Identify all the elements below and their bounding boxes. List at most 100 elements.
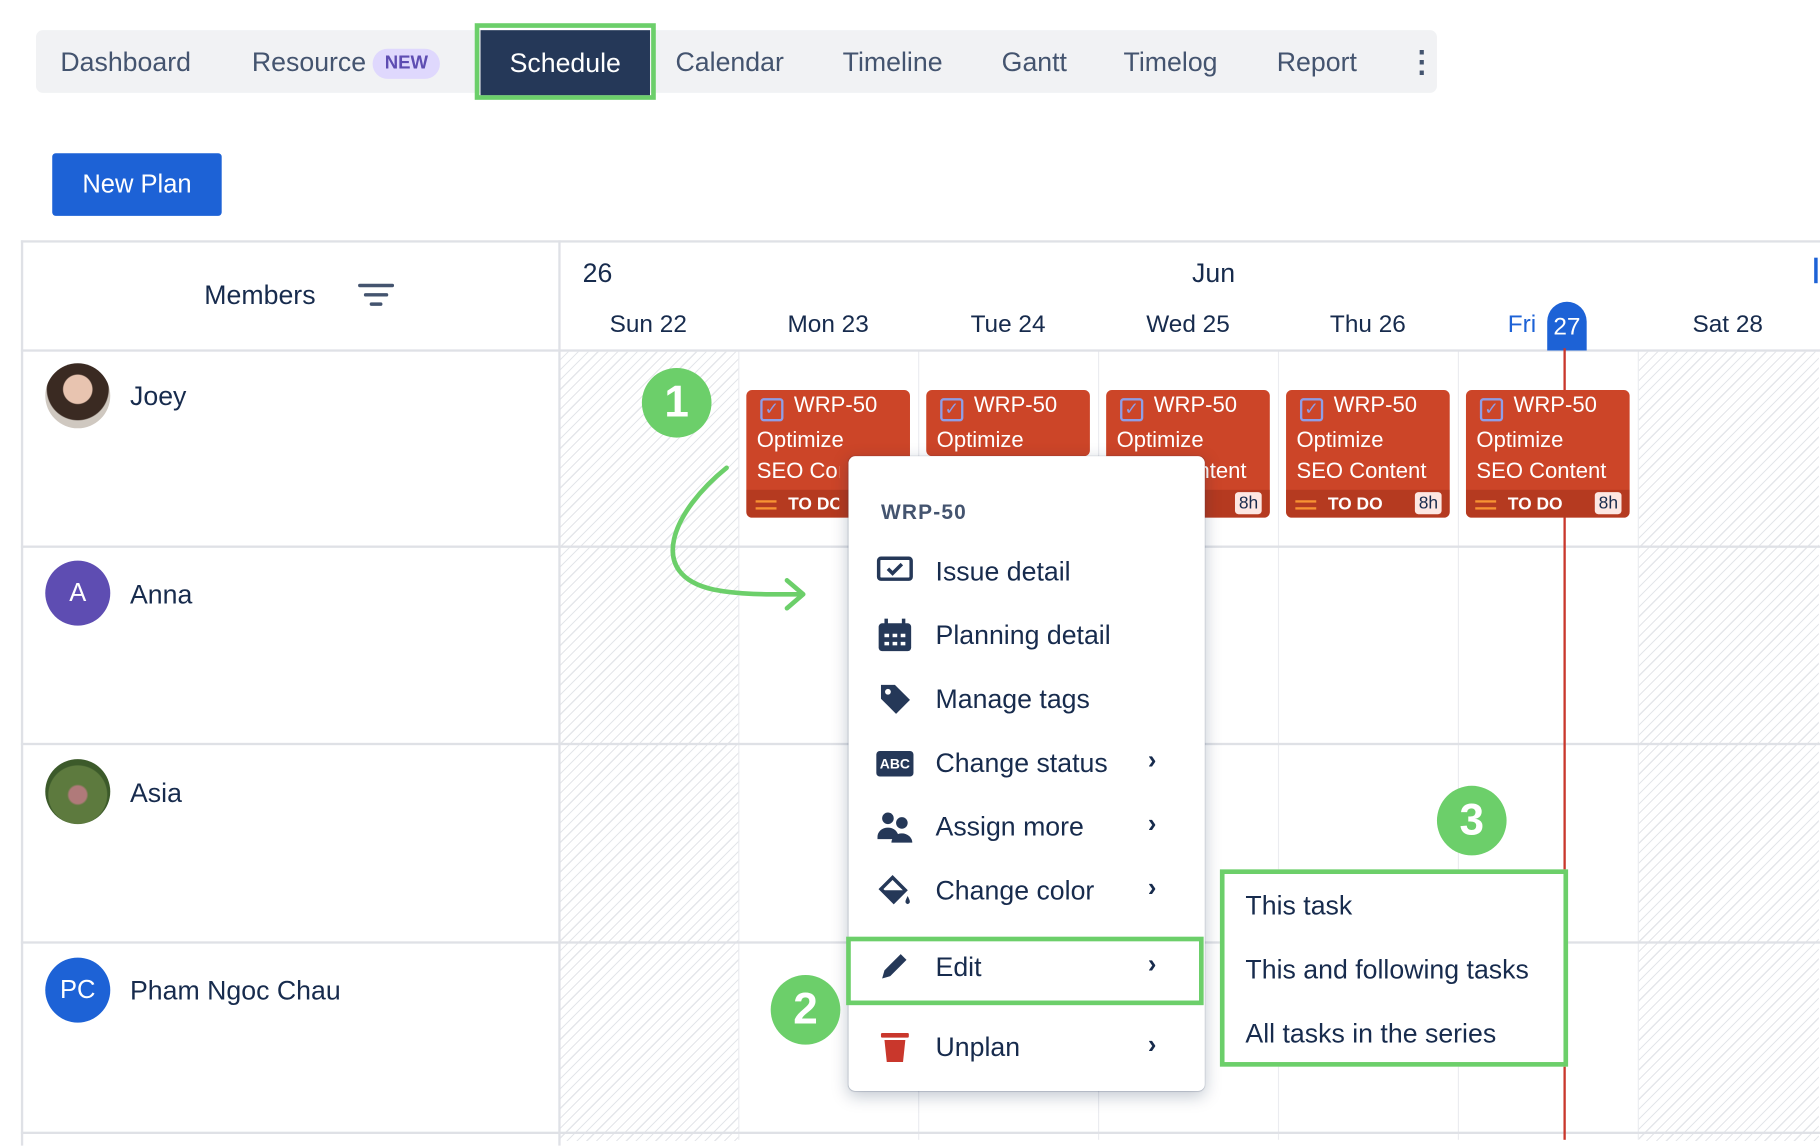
avatar-joey xyxy=(45,363,111,429)
avatar-asia xyxy=(45,759,111,825)
task-title: SEO Content xyxy=(1205,459,1247,485)
menu-item-unplan[interactable]: Unplan › xyxy=(848,1018,1204,1076)
menu-item-label: Planning detail xyxy=(935,619,1111,650)
chevron-right-icon: › xyxy=(1147,1029,1157,1059)
menu-item-manage-tags[interactable]: Manage tags xyxy=(848,670,1204,728)
row-divider xyxy=(20,349,1820,352)
menu-item-assign-more[interactable]: Assign more › xyxy=(848,797,1204,855)
menu-item-edit[interactable]: Edit › xyxy=(848,938,1204,996)
edit-submenu: This task This and following tasks All t… xyxy=(1219,869,1569,1067)
checkbox-icon: ✓ xyxy=(760,398,784,422)
task-title: SEO Content xyxy=(1296,459,1427,485)
chevron-right-icon: › xyxy=(1147,872,1157,902)
day-header: Mon 23 xyxy=(787,311,869,338)
new-plan-button[interactable]: New Plan xyxy=(52,153,222,216)
tab-dashboard[interactable]: Dashboard xyxy=(60,46,191,77)
today-line xyxy=(1563,348,1566,1140)
menu-item-change-color[interactable]: Change color › xyxy=(848,861,1204,919)
task-hours: 8h xyxy=(1415,492,1442,515)
people-icon xyxy=(876,809,913,844)
task-title: Optimize xyxy=(1116,428,1204,453)
menu-item-label: Edit xyxy=(935,951,982,982)
task-title: SEO Content xyxy=(756,459,839,485)
pencil-icon xyxy=(876,949,913,984)
tab-bar xyxy=(35,30,1437,93)
task-title: Optimize xyxy=(1476,428,1564,453)
tab-report[interactable]: Report xyxy=(1276,46,1357,77)
submenu-all-tasks[interactable]: All tasks in the series xyxy=(1245,1017,1497,1049)
step-2-marker: 2 xyxy=(770,974,841,1045)
avatar-pham: PC xyxy=(45,957,111,1023)
checkbox-icon: ✓ xyxy=(940,398,964,422)
context-menu: WRP-50 Issue detail Planning detail Mana… xyxy=(848,456,1205,1092)
submenu-this-task[interactable]: This task xyxy=(1245,890,1353,921)
priority-medium-icon xyxy=(1295,500,1317,510)
day-header: Tue 24 xyxy=(970,311,1046,338)
menu-item-label: Issue detail xyxy=(935,555,1071,587)
menu-item-label: Manage tags xyxy=(935,683,1090,714)
submenu-this-and-following[interactable]: This and following tasks xyxy=(1245,954,1529,985)
task-title-visible-part: SEO Content xyxy=(1205,460,1270,488)
tab-gantt[interactable]: Gantt xyxy=(1001,46,1067,77)
chevron-right-icon: › xyxy=(1147,949,1157,979)
member-name: Pham Ngoc Chau xyxy=(129,974,341,1006)
scroll-marker xyxy=(1814,257,1818,284)
task-hours: 8h xyxy=(1235,492,1262,515)
day-divider xyxy=(1277,350,1280,1140)
tab-timelog[interactable]: Timelog xyxy=(1123,46,1218,77)
chevron-right-icon: › xyxy=(1147,809,1157,839)
filter-icon[interactable] xyxy=(357,282,395,310)
tab-schedule[interactable]: Schedule xyxy=(480,30,650,96)
task-card[interactable]: ✓ WRP-50 Optimize xyxy=(926,389,1090,457)
menu-item-planning-detail[interactable]: Planning detail xyxy=(848,606,1204,664)
weekend-column-sat xyxy=(1638,351,1819,1141)
day-divider xyxy=(738,350,740,1140)
day-divider xyxy=(1457,350,1459,1140)
task-status: TO DO xyxy=(788,494,840,515)
abc-icon: ABC xyxy=(876,745,914,780)
task-status: TO DO xyxy=(1507,494,1563,515)
task-hours: 8h xyxy=(1595,492,1622,515)
members-divider xyxy=(558,240,561,1146)
task-key: WRP-50 xyxy=(1153,393,1238,418)
paint-bucket-icon xyxy=(876,873,913,908)
checkbox-icon: ✓ xyxy=(1299,398,1324,422)
priority-medium-icon xyxy=(755,500,777,510)
task-key: WRP-50 xyxy=(973,393,1058,418)
task-card[interactable]: ✓ WRP-50 Optimize SEO Content TO DO 8h xyxy=(1465,389,1630,518)
task-title: Optimize xyxy=(756,428,844,453)
menu-item-change-status[interactable]: ABC Change status › xyxy=(848,734,1204,792)
day-header: Sat 28 xyxy=(1692,311,1763,338)
task-card[interactable]: ✓ WRP-50 Optimize SEO Content TO DO 8h xyxy=(1286,389,1450,518)
day-header: Sun 22 xyxy=(609,311,687,338)
checkbox-icon: ✓ xyxy=(1120,398,1144,422)
today-badge: 27 xyxy=(1547,301,1587,351)
tab-calendar[interactable]: Calendar xyxy=(675,46,784,77)
schedule-grid xyxy=(20,240,1820,1146)
menu-item-label: Assign more xyxy=(935,811,1084,842)
task-key: WRP-50 xyxy=(1513,393,1597,418)
arrow-icon xyxy=(670,465,806,611)
issue-detail-icon xyxy=(876,554,913,589)
menu-item-label: Change color xyxy=(935,875,1095,906)
member-name: Asia xyxy=(129,777,182,808)
task-key: WRP-50 xyxy=(1333,393,1417,418)
tab-resource[interactable]: Resource NEW xyxy=(252,30,440,93)
week-number: 26 xyxy=(582,257,613,288)
step-3-marker: 3 xyxy=(1436,785,1507,856)
members-header: Members xyxy=(204,279,316,310)
tab-timeline[interactable]: Timeline xyxy=(842,46,943,77)
task-status: TO DO xyxy=(1327,494,1383,515)
task-title: SEO Content xyxy=(1476,459,1607,485)
trash-icon xyxy=(876,1030,913,1065)
task-title: Optimize xyxy=(1296,428,1384,453)
day-divider xyxy=(1637,350,1639,1140)
highlight-box-edit xyxy=(846,936,1204,1006)
calendar-icon xyxy=(876,617,913,652)
more-tabs-icon[interactable]: ⋮ xyxy=(1406,44,1437,79)
menu-item-label: Unplan xyxy=(935,1031,1021,1063)
menu-item-issue-detail[interactable]: Issue detail xyxy=(848,542,1204,600)
avatar-anna: A xyxy=(45,560,111,626)
tag-icon xyxy=(876,681,913,716)
